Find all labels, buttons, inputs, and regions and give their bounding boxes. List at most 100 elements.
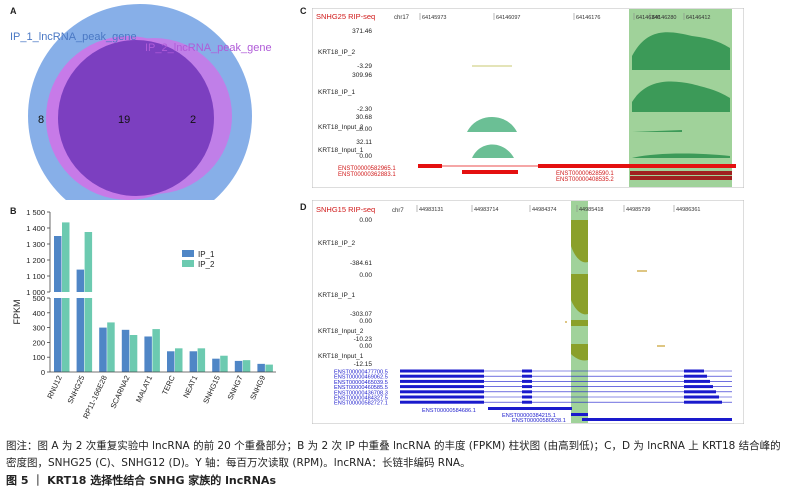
input2-peak-signal: [571, 320, 588, 326]
ip2-peak-signal: [571, 220, 588, 263]
track-name: KRT18_Input_2: [318, 328, 364, 335]
track-name: KRT18_IP_1: [318, 89, 355, 96]
track-min: -303.07: [350, 311, 372, 318]
track-min: -3.29: [357, 63, 372, 70]
ip1-peak-signal: [571, 274, 588, 315]
x-tick-label: TERC: [160, 374, 177, 397]
x-tick-label: SNHG25: [66, 374, 87, 405]
x-tick-label: RNU12: [45, 374, 64, 400]
bar: [129, 335, 138, 372]
bar: [84, 298, 93, 372]
venn-count-both: 19: [118, 114, 130, 126]
bar: [76, 269, 85, 292]
coordinate-label: 64146176: [576, 15, 600, 21]
chart-ylabel: FPKM: [12, 299, 22, 324]
track-title: SNHG25 RIP-seq: [316, 12, 375, 21]
bar: [99, 327, 107, 372]
venn-count-only2: 2: [190, 114, 196, 126]
bar: [257, 363, 265, 372]
coordinate-label: 44983714: [474, 207, 498, 213]
track-max: 0.00: [359, 318, 372, 325]
y-tick-label: 1 000: [26, 288, 45, 297]
y-tick-label: 1 400: [26, 224, 45, 233]
exon-block: [630, 171, 732, 175]
input2-signal: [467, 117, 517, 132]
coordinate-label: 44983131: [419, 207, 443, 213]
track-max: 30.68: [356, 114, 373, 121]
exon-block: [684, 385, 713, 389]
bar: [265, 364, 273, 372]
figure-caption: 图注：图 A 为 2 次重复实验中 lncRNA 的前 20 个重叠部分；B 为…: [6, 440, 781, 469]
bar: [62, 298, 70, 372]
transcript-label: ENST00000477700.5: [334, 370, 388, 376]
bar: [220, 355, 228, 372]
venn-diagram: IP_1_lncRNA_peak_gene IP_2_lncRNA_peak_g…: [10, 4, 272, 200]
transcript-label: ENST00000582727.1: [334, 401, 388, 407]
track-name: KRT18_IP_2: [318, 49, 355, 56]
exon-block: [684, 374, 707, 378]
exon-block: [538, 164, 736, 168]
exon-block: [400, 369, 484, 373]
coordinate-label: 64146097: [496, 15, 520, 21]
track-panel-snhg25: SNHG25 RIP-seq chr17 64145973 64146097 641…: [312, 8, 744, 188]
track-name: KRT18_Input_1: [318, 147, 364, 154]
track-max: 0.00: [359, 272, 372, 279]
transcript-label: ENST00000460585.5: [334, 385, 388, 391]
venn-overlap: [58, 40, 214, 196]
exon-block: [522, 374, 532, 378]
exon-block: [684, 390, 716, 394]
bar: [242, 360, 251, 372]
track-min: 0.00: [359, 126, 372, 133]
coordinate-label: 44985799: [626, 207, 650, 213]
y-tick-label: 1 500: [26, 208, 45, 217]
y-tick-label: 500: [32, 294, 45, 303]
exon-block: [684, 400, 722, 404]
exon-block: [418, 164, 442, 168]
bar: [84, 232, 93, 292]
panel-label-c: C: [300, 6, 307, 16]
x-tick-label: SNHG15: [201, 374, 222, 405]
bar: [76, 298, 85, 372]
chrom-label: chr17: [394, 15, 410, 21]
bar: [107, 322, 115, 372]
x-tick-label: MALAT1: [134, 374, 154, 404]
x-tick-label: SNHG7: [226, 374, 245, 401]
bar: [54, 298, 62, 372]
exon-block: [522, 390, 532, 394]
exon-block: [522, 385, 532, 389]
track-min: -2.30: [357, 106, 372, 113]
y-tick-label: 0: [41, 368, 45, 377]
bar: [175, 348, 183, 372]
legend-swatch: [182, 260, 194, 267]
track-title: SNHG15 RIP-seq: [316, 205, 375, 214]
track-max: 0.00: [359, 343, 372, 350]
y-tick-label: 1 200: [26, 256, 45, 265]
x-tick-label: RP11-166E28: [81, 374, 109, 420]
coordinate-label: 44986361: [676, 207, 700, 213]
coordinate-label: 64146280: [652, 15, 676, 21]
figure-title: 图 5 ｜ KRT18 选择性结合 SNHG 家族的 lncRNAs: [6, 474, 276, 487]
transcript-label: ENST00000465039.5: [334, 380, 388, 386]
coordinate-label: 64145973: [422, 15, 446, 21]
transcript-label: ENST00000582965.1: [338, 166, 396, 172]
exon-block: [400, 400, 484, 404]
panel-label-d: D: [300, 202, 307, 212]
panel-label-a: A: [10, 6, 17, 16]
transcript-label: ENST00000628590.1: [556, 171, 614, 177]
y-tick-label: 1 300: [26, 240, 45, 249]
track-min: -10.23: [354, 336, 373, 343]
legend-label: IP_2: [198, 260, 215, 269]
track-name: KRT18_Input_1: [318, 353, 364, 360]
y-tick-label: 300: [32, 324, 45, 333]
track-min: -12.15: [354, 361, 373, 368]
x-tick-label: SNHG9: [248, 374, 267, 401]
y-tick-label: 100: [32, 353, 45, 362]
coordinate-label: 64146412: [686, 15, 710, 21]
bar: [189, 351, 198, 372]
venn-count-only1: 8: [38, 114, 44, 126]
track-max: 371.46: [352, 28, 372, 35]
exon-block: [400, 379, 484, 383]
transcript-label: ENST00000436708.3: [334, 390, 388, 396]
exon-block: [684, 395, 719, 399]
